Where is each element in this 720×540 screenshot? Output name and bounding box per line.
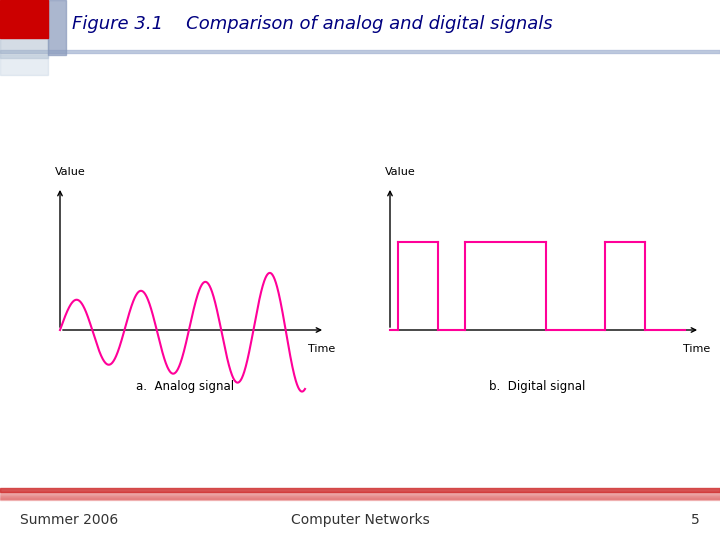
- Text: Value: Value: [55, 167, 86, 177]
- Bar: [0, 495, 720, 496]
- Bar: [0, 492, 720, 493]
- Bar: [0, 494, 720, 495]
- Bar: [0, 496, 720, 497]
- Bar: [0, 498, 720, 499]
- Text: Value: Value: [385, 167, 415, 177]
- Bar: [48, 0, 66, 55]
- Text: Figure 3.1    Comparison of analog and digital signals: Figure 3.1 Comparison of analog and digi…: [72, 15, 553, 33]
- Text: Summer 2006: Summer 2006: [20, 513, 118, 527]
- Bar: [0, 489, 720, 490]
- Bar: [0, 493, 720, 494]
- Bar: [0, 497, 720, 498]
- Bar: [0, 488, 720, 492]
- Text: 5: 5: [691, 513, 700, 527]
- Bar: [0, 488, 720, 489]
- Text: Computer Networks: Computer Networks: [291, 513, 429, 527]
- Bar: [0, 0, 48, 38]
- Bar: [0, 38, 48, 58]
- Text: b.  Digital signal: b. Digital signal: [490, 380, 585, 393]
- Text: Time: Time: [308, 344, 336, 354]
- Bar: [0, 55, 48, 75]
- Bar: [0, 491, 720, 492]
- Text: a.  Analog signal: a. Analog signal: [136, 380, 234, 393]
- Text: Time: Time: [683, 344, 711, 354]
- Bar: [0, 499, 720, 500]
- Bar: [0, 50, 720, 53]
- Bar: [0, 490, 720, 491]
